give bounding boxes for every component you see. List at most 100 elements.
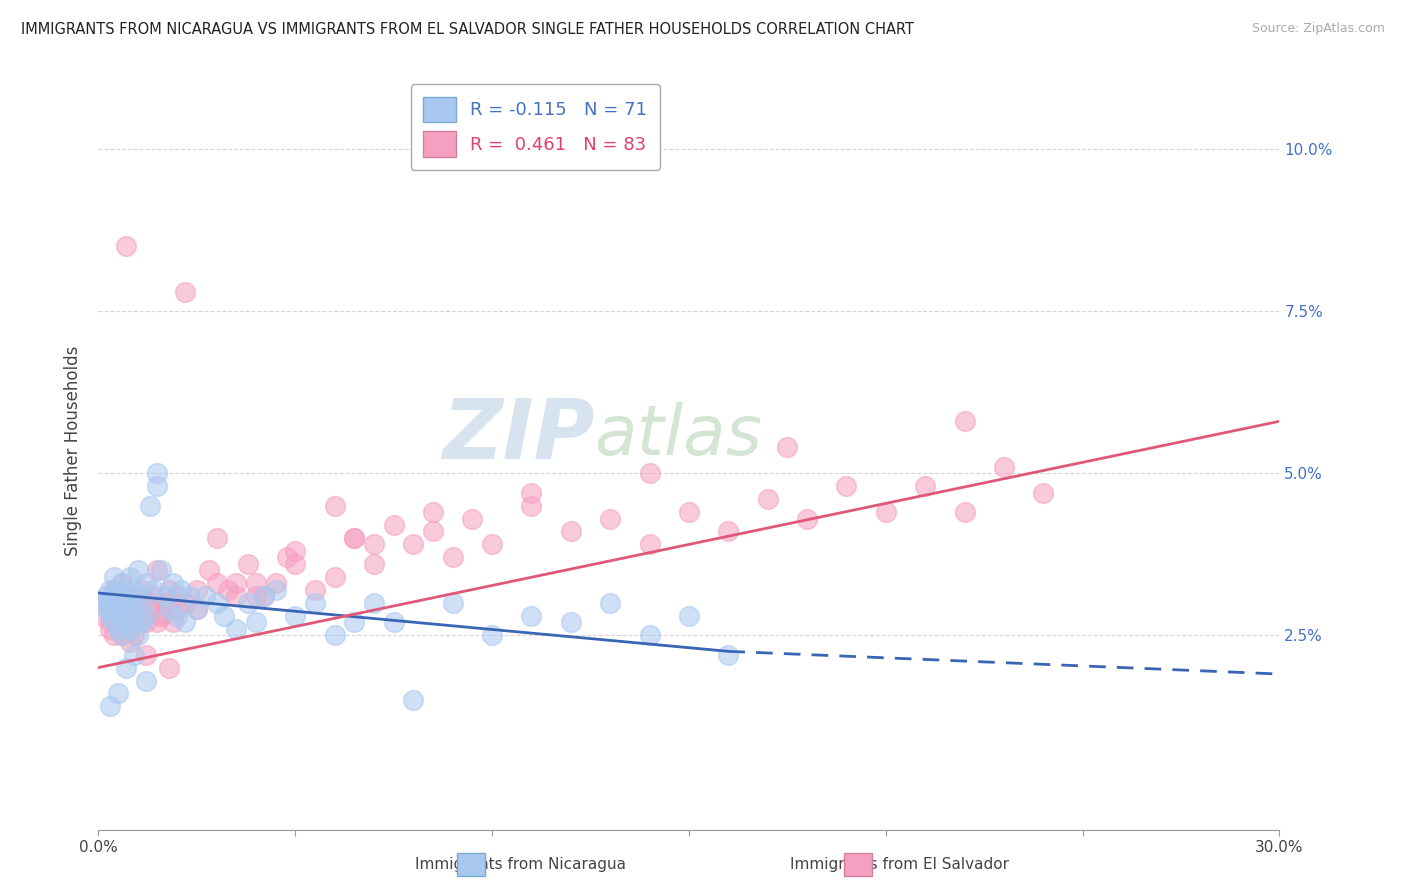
Point xyxy=(96,602,118,616)
Point xyxy=(127,563,149,577)
Point xyxy=(776,440,799,454)
Point xyxy=(135,615,157,630)
Point xyxy=(304,596,326,610)
Point xyxy=(166,589,188,603)
Point xyxy=(205,531,228,545)
Point xyxy=(225,622,247,636)
Point xyxy=(96,589,118,603)
Point xyxy=(103,628,125,642)
Point xyxy=(363,596,385,610)
Point xyxy=(111,576,134,591)
Point xyxy=(122,648,145,662)
Point xyxy=(142,589,165,603)
Point xyxy=(146,479,169,493)
Point xyxy=(138,499,160,513)
Point xyxy=(363,557,385,571)
Point xyxy=(186,602,208,616)
Point xyxy=(118,622,141,636)
Point xyxy=(276,550,298,565)
Point xyxy=(520,608,543,623)
Point xyxy=(98,596,121,610)
Point xyxy=(678,608,700,623)
Point xyxy=(131,615,153,630)
Point xyxy=(131,582,153,597)
Point xyxy=(155,596,177,610)
Point xyxy=(135,576,157,591)
Point xyxy=(155,589,177,603)
Point xyxy=(107,686,129,700)
Point xyxy=(422,524,444,539)
Point xyxy=(115,608,138,623)
Point xyxy=(157,582,180,597)
Point xyxy=(323,570,346,584)
Point xyxy=(323,628,346,642)
Point xyxy=(174,285,197,299)
Point xyxy=(284,557,307,571)
Point xyxy=(638,628,661,642)
Point xyxy=(520,499,543,513)
Point xyxy=(236,596,259,610)
Point xyxy=(382,518,405,533)
Point xyxy=(98,622,121,636)
Point xyxy=(217,582,239,597)
Point xyxy=(402,693,425,707)
Point xyxy=(122,628,145,642)
Point xyxy=(96,596,118,610)
Point xyxy=(170,582,193,597)
Point xyxy=(264,582,287,597)
Point xyxy=(520,485,543,500)
Point xyxy=(638,537,661,551)
Text: Immigrants from El Salvador: Immigrants from El Salvador xyxy=(790,857,1010,872)
Point xyxy=(343,531,366,545)
Point xyxy=(166,608,188,623)
Point xyxy=(323,499,346,513)
Point xyxy=(157,660,180,674)
Point xyxy=(343,615,366,630)
Point xyxy=(115,660,138,674)
Text: Source: ZipAtlas.com: Source: ZipAtlas.com xyxy=(1251,22,1385,36)
Point xyxy=(363,537,385,551)
Point xyxy=(953,505,976,519)
Point xyxy=(174,615,197,630)
Point xyxy=(253,589,276,603)
Point xyxy=(264,576,287,591)
Point xyxy=(422,505,444,519)
Point xyxy=(481,537,503,551)
Point xyxy=(756,491,779,506)
Point xyxy=(127,628,149,642)
Point xyxy=(118,596,141,610)
Point xyxy=(717,524,740,539)
Point xyxy=(91,596,114,610)
Point xyxy=(560,524,582,539)
Point xyxy=(135,608,157,623)
Point xyxy=(875,505,897,519)
Point xyxy=(177,589,200,603)
Text: ZIP: ZIP xyxy=(441,395,595,475)
Point xyxy=(107,602,129,616)
Point xyxy=(138,596,160,610)
Point xyxy=(103,589,125,603)
Text: Immigrants from Nicaragua: Immigrants from Nicaragua xyxy=(415,857,626,872)
Text: atlas: atlas xyxy=(595,401,762,469)
Point xyxy=(162,576,184,591)
Point xyxy=(205,596,228,610)
Point xyxy=(122,608,145,623)
Point xyxy=(225,589,247,603)
Point xyxy=(236,557,259,571)
Point xyxy=(115,239,138,253)
Point xyxy=(98,582,121,597)
Point xyxy=(91,608,114,623)
Point xyxy=(146,563,169,577)
Point xyxy=(304,582,326,597)
Point xyxy=(253,589,276,603)
Point xyxy=(914,479,936,493)
Point xyxy=(142,582,165,597)
Point xyxy=(441,550,464,565)
Point xyxy=(146,466,169,480)
Point xyxy=(186,602,208,616)
Point xyxy=(135,673,157,688)
Point xyxy=(343,531,366,545)
Point xyxy=(796,511,818,525)
Point xyxy=(138,602,160,616)
Y-axis label: Single Father Households: Single Father Households xyxy=(63,345,82,556)
